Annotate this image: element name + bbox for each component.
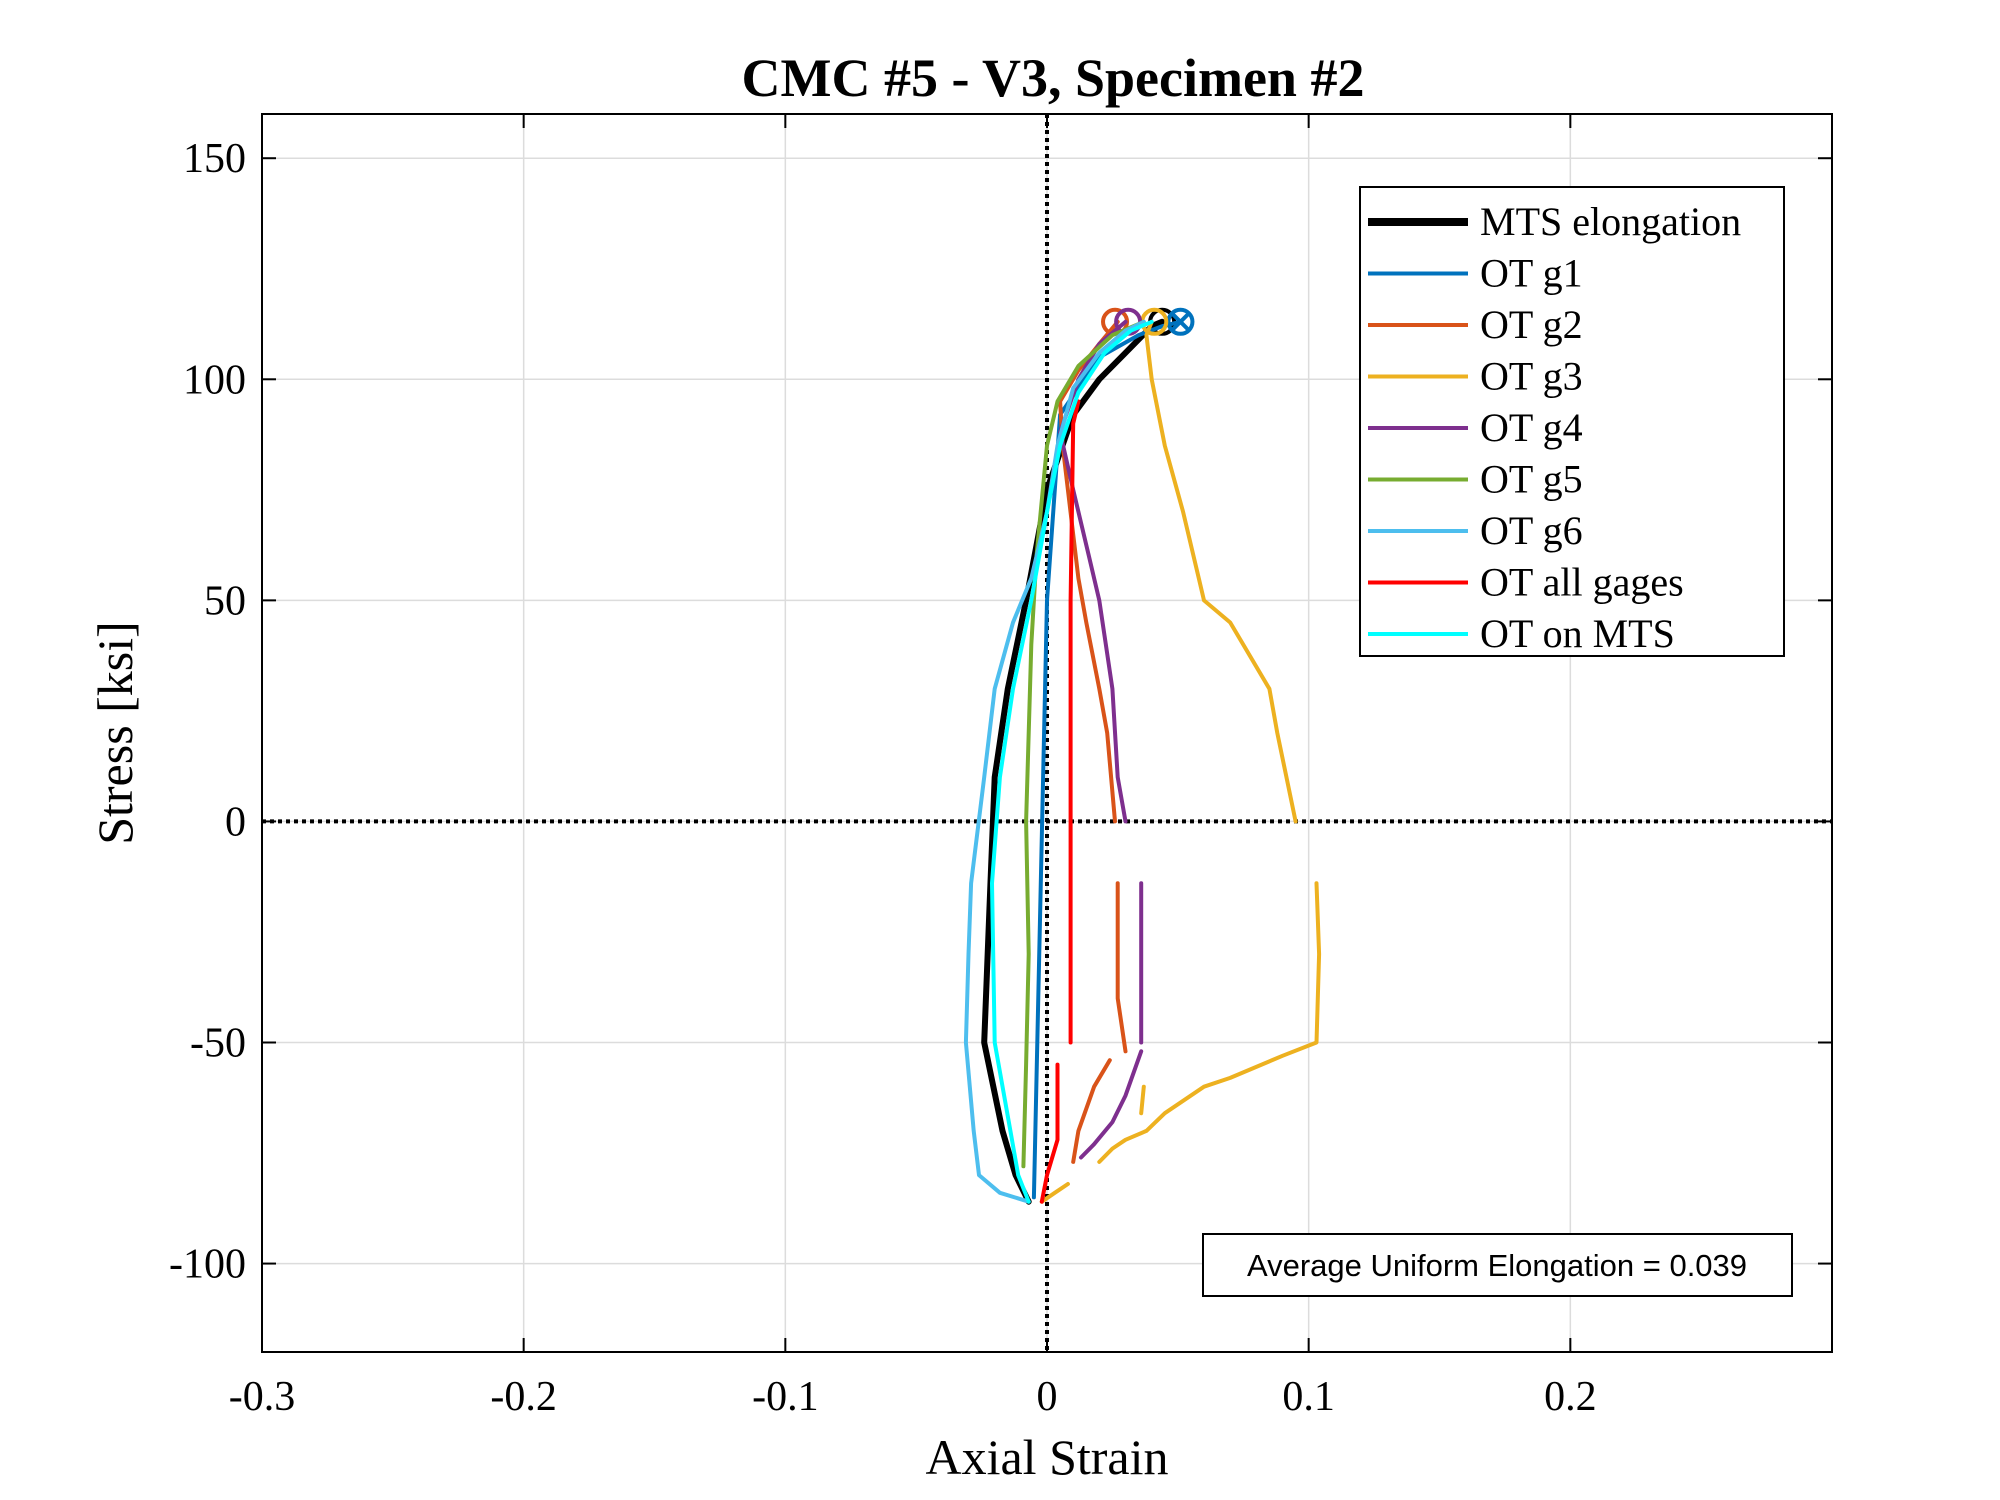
chart-title: CMC #5 - V3, Specimen #2 (742, 48, 1365, 108)
y-tick-label: -50 (190, 1021, 246, 1067)
zero-reference-lines (262, 114, 1832, 1352)
annotation-frame (1202, 1233, 1793, 1297)
annotation-text: Average Uniform Elongation = 0.039 (1247, 1248, 1747, 1283)
peak-cross-marker (1171, 312, 1190, 332)
y-tick-label: 50 (204, 578, 246, 624)
legend-label: OT g4 (1480, 405, 1583, 450)
legend-label: OT g3 (1480, 354, 1583, 399)
series-line (1021, 319, 1146, 1169)
series-line (1039, 319, 1322, 1204)
series-line (1039, 399, 1081, 1204)
x-tick-label: -0.3 (229, 1374, 296, 1420)
series-line (963, 319, 1146, 1204)
legend-label: OT g6 (1480, 508, 1583, 553)
peak-marker (1166, 307, 1195, 336)
x-tick-label: 0.2 (1544, 1374, 1597, 1420)
series-line (1058, 319, 1144, 1160)
legend-label: OT g2 (1480, 302, 1583, 347)
legend-label: MTS elongation (1480, 199, 1741, 244)
x-tick-label: 0.1 (1282, 1374, 1335, 1420)
legend-label: OT g5 (1480, 457, 1583, 502)
x-tick-label: -0.2 (490, 1374, 557, 1420)
y-tick-label: 150 (183, 136, 246, 182)
x-axis-label: Axial Strain (925, 1429, 1168, 1485)
legend-label: OT g1 (1480, 251, 1583, 296)
y-axis-ticks: -100 -50 0 50 100 150 (169, 136, 1832, 1288)
x-tick-label: -0.1 (752, 1374, 819, 1420)
legend-label: OT all gages (1480, 560, 1684, 605)
legend-label: OT on MTS (1480, 611, 1675, 656)
x-tick-label: 0 (1037, 1374, 1058, 1420)
series-line (981, 318, 1166, 1205)
y-axis-label: Stress [ksi] (87, 621, 143, 845)
x-axis-ticks: -0.3 -0.2 -0.1 0 0.1 0.2 (229, 114, 1597, 1420)
data-series (963, 307, 1322, 1205)
series-line (990, 319, 1154, 1204)
y-tick-label: 0 (225, 799, 246, 845)
y-tick-label: 100 (183, 357, 246, 403)
y-tick-label: -100 (169, 1242, 246, 1288)
legend-box (1359, 186, 1785, 657)
annotation-box: Average Uniform Elongation = 0.039 (1202, 1233, 1793, 1297)
legend: MTS elongation OT g1 OT g2 OT g3 OT g4 OT g5 O… (1359, 186, 1785, 657)
